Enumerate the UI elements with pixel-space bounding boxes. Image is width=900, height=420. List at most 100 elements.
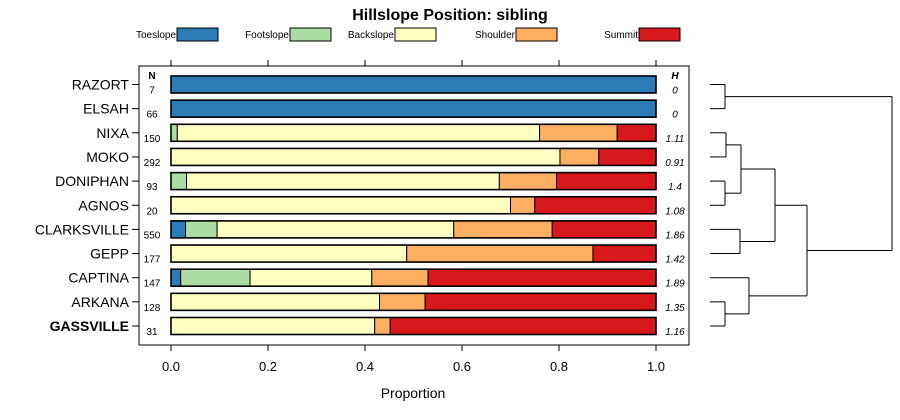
category-label-moko: MOKO: [86, 149, 129, 165]
plot-area: N H RAZORT 7 0 ELSAH 66 0 NIXA 150 1.11 MOKO 292 0.91…: [35, 60, 690, 374]
bar-outline-elsah: [170, 99, 657, 118]
category-label-elsah: ELSAH: [83, 101, 129, 117]
bar-gassville-shoulder: [374, 317, 391, 335]
bar-gassville-summit: [389, 317, 657, 335]
legend-label-summit: Summit: [604, 30, 638, 41]
bar-moko-summit: [598, 147, 657, 166]
n-value-moko: 292: [144, 158, 161, 169]
h-value-agnos: 1.08: [665, 206, 685, 217]
category-label-nixa: NIXA: [96, 125, 129, 141]
bar-clarksville-toeslope: [170, 220, 187, 239]
bar-nixa-summit: [616, 123, 657, 142]
bar-captina-toeslope: [170, 268, 182, 287]
category-label-clarksville: CLARKSVILLE: [35, 221, 129, 237]
n-value-arkana: 128: [144, 303, 161, 314]
bar-outline-arkana: [170, 292, 657, 312]
bar-outline-doniphan: [170, 171, 657, 191]
bar-gepp-summit: [592, 244, 657, 263]
legend-swatch-backslope: [394, 27, 437, 42]
h-value-razort: 0: [672, 86, 678, 97]
category-label-gassville: GASSVILLE: [50, 318, 129, 334]
category-label-captina: CAPTINA: [68, 270, 129, 286]
bar-nixa-footslope: [170, 123, 178, 142]
category-label-agnos: AGNOS: [78, 197, 129, 213]
x-tick-label: 0.0: [162, 359, 180, 374]
bar-razort-toeslope: [170, 75, 657, 94]
legend-swatch-footslope: [289, 27, 332, 42]
bar-clarksville-backslope: [216, 220, 455, 239]
chart-title: Hillslope Position: sibling: [352, 7, 548, 24]
legend-swatch-summit: [638, 27, 681, 42]
bar-doniphan-footslope: [170, 172, 188, 191]
bar-outline-razort: [170, 75, 657, 94]
bar-elsah-toeslope: [170, 99, 657, 118]
n-value-gepp: 177: [144, 255, 161, 266]
x-tick-label: 0.6: [453, 359, 471, 374]
x-tick-label: 1.0: [647, 359, 665, 374]
n-value-doniphan: 93: [146, 182, 158, 193]
bar-outline-nixa: [170, 123, 657, 143]
bar-outline-captina: [170, 268, 657, 288]
bar-outline-clarksville: [170, 220, 657, 239]
bar-gassville-backslope: [170, 317, 376, 335]
bar-gepp-shoulder: [406, 244, 594, 263]
bar-outline-moko: [170, 147, 657, 167]
h-value-clarksville: 1.86: [665, 230, 685, 241]
bar-captina-shoulder: [371, 268, 429, 287]
h-value-captina: 1.89: [665, 279, 685, 290]
category-label-gepp: GEPP: [90, 246, 129, 262]
legend-label-toeslope: Toeslope: [136, 30, 176, 41]
n-value-nixa: 150: [144, 134, 161, 145]
bar-arkana-backslope: [170, 292, 381, 311]
bar-nixa-shoulder: [539, 123, 618, 142]
legend-label-backslope: Backslope: [348, 30, 395, 41]
category-label-doniphan: DONIPHAN: [55, 173, 129, 189]
bar-arkana-shoulder: [379, 292, 426, 311]
bar-clarksville-shoulder: [453, 220, 553, 239]
n-value-gassville: 31: [146, 327, 158, 338]
n-header: N: [148, 71, 155, 82]
h-value-moko: 0.91: [665, 158, 684, 169]
bar-agnos-backslope: [170, 196, 511, 215]
category-label-razort: RAZORT: [72, 77, 130, 93]
h-value-nixa: 1.11: [666, 134, 685, 145]
legend-swatch-toeslope: [176, 27, 219, 42]
dendrogram: [710, 84, 893, 327]
bar-agnos-shoulder: [510, 196, 536, 215]
legend: Toeslope Footslope Backslope Shoulder Summit: [136, 27, 681, 42]
legend-swatch-shoulder: [515, 27, 558, 42]
bar-nixa-backslope: [176, 123, 541, 142]
bar-moko-backslope: [170, 147, 561, 166]
bar-outline-agnos: [170, 195, 657, 215]
n-value-agnos: 20: [146, 206, 158, 217]
h-value-gassville: 1.16: [665, 327, 685, 338]
h-value-arkana: 1.35: [665, 303, 685, 314]
n-value-captina: 147: [144, 279, 161, 290]
h-value-doniphan: 1.4: [668, 182, 682, 193]
h-value-elsah: 0: [672, 110, 678, 121]
legend-label-footslope: Footslope: [245, 30, 289, 41]
n-value-razort: 7: [149, 86, 155, 97]
category-label-arkana: ARKANA: [71, 294, 129, 310]
bar-clarksville-footslope: [185, 220, 218, 239]
bar-captina-footslope: [180, 268, 251, 287]
legend-label-shoulder: Shoulder: [475, 30, 516, 41]
bar-moko-shoulder: [559, 147, 600, 166]
bar-outline-gepp: [170, 244, 657, 263]
bar-doniphan-backslope: [186, 172, 500, 191]
bar-doniphan-summit: [556, 172, 657, 191]
h-value-gepp: 1.42: [665, 255, 685, 266]
x-tick-label: 0.8: [550, 359, 568, 374]
bar-captina-summit: [427, 268, 657, 287]
bar-doniphan-shoulder: [498, 172, 558, 191]
x-tick-label: 0.4: [356, 359, 374, 374]
bar-captina-backslope: [249, 268, 373, 287]
h-header: H: [671, 71, 679, 82]
x-tick-label: 0.2: [259, 359, 277, 374]
x-axis-label: Proportion: [381, 385, 446, 401]
n-value-elsah: 66: [146, 110, 158, 121]
bar-arkana-summit: [424, 292, 657, 311]
bar-clarksville-summit: [551, 220, 657, 239]
bar-gepp-backslope: [170, 244, 408, 263]
